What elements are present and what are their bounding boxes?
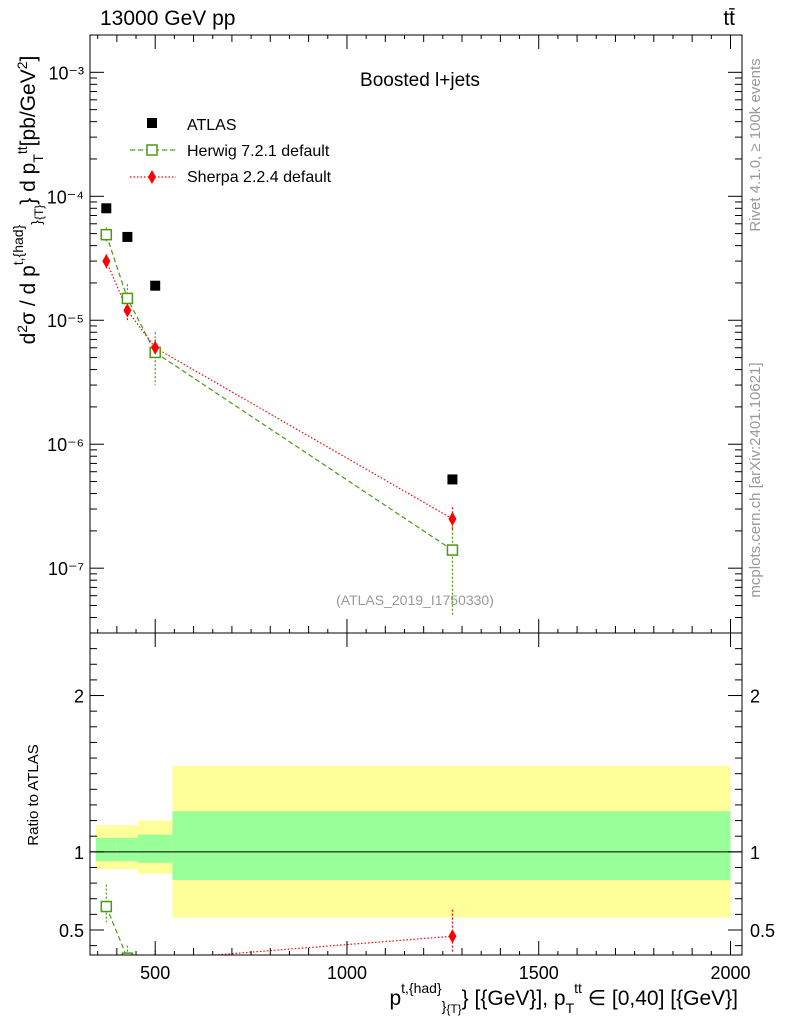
- legend-sherpa-marker: [148, 170, 156, 184]
- herwig-ratio-line: [105, 906, 127, 955]
- atlas-data-point: [447, 474, 458, 485]
- sherpa-data-point: [123, 303, 132, 318]
- sherpa-ratio-line: [207, 935, 453, 955]
- x-axis-label: pt,{had}}{T}} [{GeV}], pTtt ∈ [0,40] [{G…: [389, 980, 738, 1016]
- ratio-plot-frame: [89, 632, 743, 956]
- main-y-axis-label: d2σ / d pt,{had}}{T}} d pTtt[pb/GeV2]: [10, 56, 46, 345]
- ratio-y-tick-label: 2: [74, 687, 84, 707]
- legend-herwig-marker: [146, 144, 158, 156]
- sherpa-data-point: [151, 340, 160, 355]
- ratio-uncertainty-band-inner: [137, 834, 173, 863]
- mcplots-label: mcplots.cern.ch [arXiv:2401.10621]: [747, 362, 764, 597]
- ratio-uncertainty-band-inner: [116, 837, 138, 862]
- ratio-uncertainty-band-inner: [172, 811, 731, 880]
- ratio-plot-panel: 500 1000 1500 2000 0.5 0.5 1 1 2 2 Ratio to ATLAS…: [25, 632, 775, 1016]
- legend-sherpa-label: Sherpa 2.2.4 default: [187, 169, 332, 186]
- x-tick-label: 1500: [519, 963, 559, 983]
- herwig-series-line: [105, 234, 453, 551]
- sherpa-series-line: [105, 260, 453, 520]
- herwig-data-point: [121, 292, 134, 305]
- main-y-tick-label: 10⁻³: [48, 63, 84, 83]
- ratio-y-tick-label-right: 0.5: [750, 921, 775, 941]
- ratio-y-axis-label: Ratio to ATLAS: [25, 744, 42, 845]
- legend-herwig-label: Herwig 7.2.1 default: [187, 143, 330, 160]
- legend: ATLAS Herwig 7.2.1 default Sherpa 2.2.4 …: [130, 117, 332, 186]
- atlas-data-point: [122, 231, 133, 242]
- rivet-version-label: Rivet 4.1.0, ≥ 100k events: [747, 58, 764, 231]
- ratio-uncertainty-band-inner: [95, 837, 117, 862]
- ratio-y-tick-label: 1: [74, 843, 84, 863]
- herwig-ratio-point: [121, 952, 134, 955]
- main-y-tick-label: 10⁻⁶: [47, 435, 84, 455]
- ratio-series-group: [100, 884, 457, 955]
- ratio-y-tick-label-right: 2: [750, 687, 760, 707]
- main-y-tick-label: 10⁻⁷: [48, 559, 84, 579]
- main-y-tick-label: 10⁻⁵: [47, 311, 84, 331]
- ratio-y-tick-label-right: 1: [750, 843, 760, 863]
- x-tick-label: 1000: [327, 963, 367, 983]
- herwig-ratio-point: [100, 900, 113, 913]
- x-tick-label: 2000: [710, 963, 750, 983]
- sherpa-ratio-point: [448, 929, 457, 944]
- herwig-data-point: [100, 228, 113, 241]
- header-process-label: tt̄: [723, 7, 735, 30]
- analysis-watermark: (ATLAS_2019_I1750330): [336, 592, 494, 608]
- sherpa-data-point: [102, 254, 111, 269]
- main-plot-panel: Boosted l+jets (ATLAS_2019_I1750330) 10⁻…: [10, 34, 743, 634]
- main-y-tick-label: 10⁻⁴: [47, 187, 84, 207]
- legend-atlas-marker: [147, 118, 157, 128]
- sherpa-data-point: [448, 511, 457, 526]
- herwig-data-point: [446, 544, 459, 556]
- atlas-data-point: [150, 280, 161, 291]
- atlas-data-point: [101, 203, 112, 214]
- x-tick-label: 500: [140, 963, 170, 983]
- ratio-y-tick-label: 0.5: [59, 921, 84, 941]
- plot-title: Boosted l+jets: [360, 70, 480, 91]
- header-energy-label: 13000 GeV pp: [100, 7, 235, 30]
- legend-atlas-label: ATLAS: [187, 117, 237, 134]
